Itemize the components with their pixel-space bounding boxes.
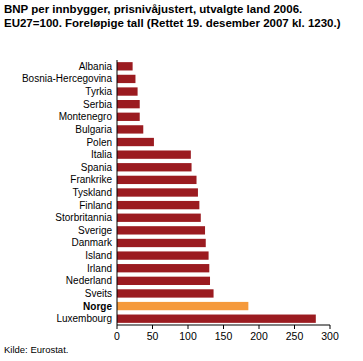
tick-label: 100 xyxy=(179,330,197,342)
category-label: Sverige xyxy=(78,225,112,236)
category-label: Sveits xyxy=(85,288,112,299)
tick xyxy=(188,325,189,329)
tick xyxy=(294,325,295,329)
tick-label: 300 xyxy=(321,330,339,342)
category-label: Danmark xyxy=(71,237,113,248)
bar xyxy=(117,62,133,70)
category-label: Storbritannia xyxy=(55,212,112,223)
bar xyxy=(117,100,140,108)
category-label: Spania xyxy=(81,162,113,173)
bar xyxy=(117,302,248,310)
tick-label: 0 xyxy=(114,330,120,342)
chart: AlbaniaBosnia-Hercegovina Tyrkia SerbiaMon… xyxy=(0,0,363,361)
category-label: Norge xyxy=(83,301,112,312)
source: Kilde: Eurostat. xyxy=(4,344,68,355)
tick xyxy=(152,325,153,329)
bar xyxy=(117,150,191,158)
category-label: Montenegro xyxy=(59,111,113,122)
tick-label: 200 xyxy=(250,330,268,342)
bar xyxy=(117,138,154,146)
category-label: Nederland xyxy=(66,275,112,286)
bar xyxy=(117,226,205,234)
category-label: Italia xyxy=(91,149,113,160)
tick-label: 250 xyxy=(286,330,304,342)
category-label: Luxembourg xyxy=(56,313,112,324)
bar xyxy=(117,315,316,323)
category-label: Frankrike xyxy=(70,174,112,185)
bar xyxy=(117,289,214,297)
category-label: Tyrkia xyxy=(85,86,112,97)
title: BNP per innbygger, prisnivåjustert, utva… xyxy=(4,2,349,30)
bar xyxy=(117,251,209,259)
bar xyxy=(117,277,210,285)
bar xyxy=(117,239,206,247)
category-label: Island xyxy=(85,250,112,261)
y-axis xyxy=(117,60,118,325)
category-label: Albania xyxy=(79,61,113,72)
tick xyxy=(259,325,260,329)
tick xyxy=(117,325,118,329)
category-label: Bulgaria xyxy=(75,124,112,135)
bar xyxy=(117,201,199,209)
bar xyxy=(117,188,198,196)
category-label: Bosnia-Hercegovina xyxy=(22,73,112,84)
category-label: Tyskland xyxy=(73,187,112,198)
tick xyxy=(330,325,331,329)
bars xyxy=(117,62,316,323)
bar xyxy=(117,163,192,171)
bar xyxy=(117,214,201,222)
category-label: Irland xyxy=(87,263,112,274)
bar xyxy=(117,75,135,83)
category-label: Serbia xyxy=(83,99,112,110)
tick-label: 150 xyxy=(215,330,233,342)
bar xyxy=(117,113,140,121)
tick xyxy=(223,325,224,329)
bar xyxy=(117,125,143,133)
category-label: Finland xyxy=(79,200,112,211)
bar xyxy=(117,264,209,272)
category-label: Polen xyxy=(86,137,112,148)
bar xyxy=(117,87,138,95)
bar xyxy=(117,176,197,184)
tick-label: 50 xyxy=(147,330,159,342)
